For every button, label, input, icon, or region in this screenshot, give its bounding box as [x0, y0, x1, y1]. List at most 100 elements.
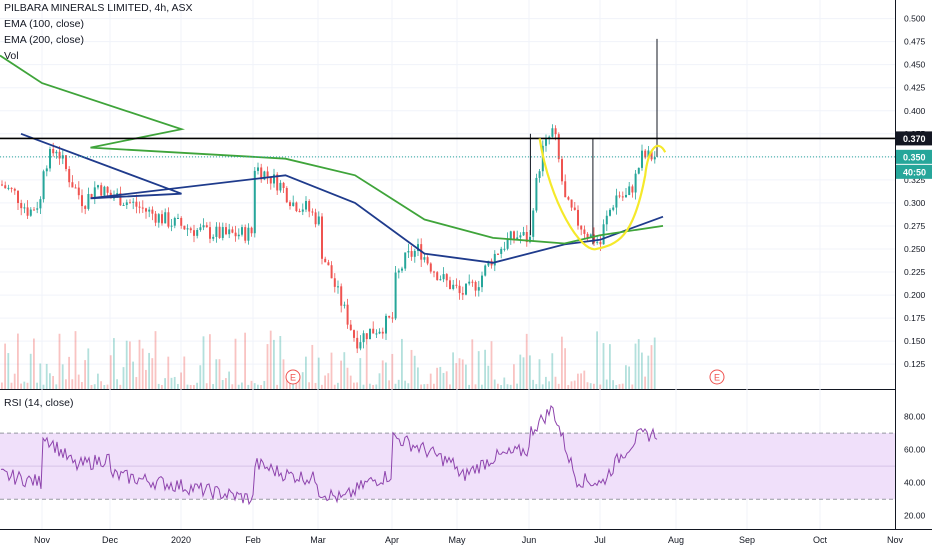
volume-bar — [529, 355, 531, 389]
rsi-tick-label: 20.00 — [904, 511, 926, 521]
volume-bar — [173, 376, 176, 389]
ema200-legend[interactable]: EMA (200, close) — [4, 34, 84, 46]
candle-body — [311, 211, 314, 213]
volume-bar — [433, 383, 435, 389]
volume-bar — [276, 384, 278, 389]
candle-body — [119, 193, 122, 206]
candle-body — [122, 204, 125, 206]
candle-body — [599, 241, 602, 245]
volume-bar — [13, 373, 16, 389]
candle-body — [234, 232, 237, 237]
candle-body — [538, 171, 541, 178]
volume-bar — [225, 378, 227, 389]
volume-bar — [311, 344, 314, 389]
volume-bar — [628, 366, 630, 389]
candle-body — [199, 227, 202, 231]
candle-body — [551, 128, 554, 137]
candle-body — [71, 182, 74, 188]
volume-bar — [257, 384, 259, 389]
candle-body — [218, 226, 221, 238]
volume-bar — [637, 339, 640, 389]
volume-bar — [61, 364, 64, 389]
candle-body — [618, 195, 621, 197]
candle-body — [554, 128, 557, 135]
candle-body — [42, 171, 45, 200]
candle-body — [564, 181, 567, 198]
candle-body — [433, 271, 435, 273]
volume-bar — [484, 349, 486, 389]
candle-body — [103, 186, 106, 196]
price-tick-label: 0.300 — [904, 198, 926, 208]
candle-body — [39, 199, 42, 209]
candle-body — [481, 275, 483, 288]
candle-body — [58, 151, 61, 159]
volume-bar — [295, 380, 298, 389]
candle-body — [177, 217, 179, 219]
volume-bar — [516, 383, 518, 389]
candle-body — [407, 251, 410, 253]
candle-body — [391, 317, 394, 319]
candle-body — [77, 187, 80, 196]
volume-bar — [535, 384, 538, 389]
candle-body — [26, 207, 29, 216]
volume-bar — [183, 356, 186, 389]
volume-bar — [525, 333, 528, 389]
candle-body — [385, 315, 387, 334]
candle-body — [321, 216, 323, 259]
price-tick-label: 0.250 — [904, 244, 926, 254]
candle-body — [442, 274, 445, 280]
volume-bar — [186, 384, 189, 389]
candle-body — [305, 201, 307, 210]
volume-bar — [340, 360, 342, 389]
candle-body — [359, 342, 362, 349]
volume-bar — [612, 380, 614, 389]
price-label-box — [896, 131, 932, 146]
volume-bar — [253, 383, 256, 389]
time-tick-label: Jun — [522, 535, 537, 545]
ema100-legend[interactable]: EMA (100, close) — [4, 18, 84, 30]
price-tick-label: 0.275 — [904, 221, 926, 231]
candle-body — [426, 257, 429, 264]
candle-body — [52, 149, 55, 154]
candle-body — [593, 234, 595, 243]
volume-bar — [269, 330, 272, 389]
volume-bar — [522, 357, 525, 389]
volume-bar — [221, 380, 224, 389]
candle-body — [545, 138, 547, 146]
volume-bar — [244, 332, 246, 389]
candle-body — [394, 272, 397, 319]
volume-bar — [442, 372, 445, 389]
candle-body — [23, 207, 26, 209]
volume-bar — [538, 359, 541, 389]
candle-body — [621, 196, 624, 198]
volume-bar — [202, 336, 205, 389]
candle-body — [532, 210, 535, 237]
volume-bar — [317, 357, 320, 389]
time-tick-label: Dec — [102, 535, 119, 545]
candle-body — [650, 150, 653, 160]
time-tick-label: Oct — [813, 535, 828, 545]
volume-bar — [634, 343, 637, 389]
volume-bar — [509, 384, 512, 389]
volume-bar — [369, 383, 371, 389]
earnings-marker-label: E — [290, 373, 296, 383]
earnings-marker — [709, 369, 725, 385]
volume-bar — [49, 373, 51, 389]
candle-body — [525, 231, 528, 243]
candle-body — [647, 150, 650, 158]
volume-bar — [145, 369, 147, 389]
volume-bar — [468, 384, 470, 389]
candle-body — [452, 284, 455, 289]
candle-body — [295, 202, 298, 212]
candle-body — [167, 212, 170, 227]
volume-bar — [113, 338, 115, 389]
volume-bar — [298, 377, 301, 389]
volume-bar — [161, 384, 163, 389]
candle-body — [193, 230, 195, 236]
volume-bar — [490, 341, 493, 389]
rsi-legend[interactable]: RSI (14, close) — [4, 397, 74, 409]
volume-legend[interactable]: Vol — [4, 50, 19, 62]
volume-bar — [337, 382, 339, 389]
